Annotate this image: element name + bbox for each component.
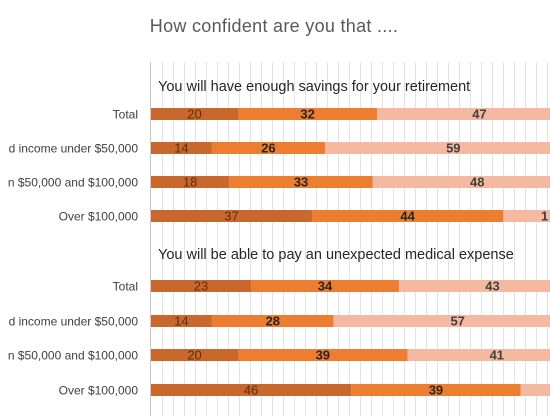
category-label: Over $100,000 xyxy=(59,384,139,398)
chart-group: You will be able to pay an unexpected me… xyxy=(8,247,550,398)
bar-segment xyxy=(407,349,550,361)
data-label: 20 xyxy=(187,348,201,363)
bar-segment xyxy=(520,384,550,396)
data-label: 39 xyxy=(429,383,443,398)
data-label: 1 xyxy=(541,209,548,224)
data-label: 41 xyxy=(490,348,504,363)
bar-segment xyxy=(151,315,212,327)
data-label: 46 xyxy=(244,383,258,398)
bar-segment xyxy=(151,210,312,222)
bar-segment xyxy=(503,210,550,222)
data-label: 37 xyxy=(224,209,238,224)
category-label: Total xyxy=(113,280,138,294)
data-label: 26 xyxy=(261,141,275,156)
bar-segment xyxy=(151,349,238,361)
data-label: 14 xyxy=(174,141,188,156)
category-label: d income under $50,000 xyxy=(9,142,139,156)
bar-segment xyxy=(151,280,252,292)
data-label: 47 xyxy=(472,107,486,122)
bar-segment xyxy=(229,176,373,188)
data-label: 32 xyxy=(300,107,314,122)
bar-segment xyxy=(311,210,504,222)
bar-segment xyxy=(211,315,334,327)
data-label: 14 xyxy=(174,314,188,329)
bar-segment xyxy=(333,315,550,327)
bar-segment xyxy=(151,142,212,154)
category-label: d income under $50,000 xyxy=(9,315,139,329)
bar-segment xyxy=(325,142,550,154)
bar-segment xyxy=(377,108,550,120)
bar-segment xyxy=(372,176,550,188)
bar-segment xyxy=(251,280,399,292)
category-label: n $50,000 and $100,000 xyxy=(8,349,138,363)
data-label: 59 xyxy=(446,141,460,156)
data-label: 39 xyxy=(316,348,330,363)
data-label: 28 xyxy=(266,314,280,329)
chart-title: How confident are you that .... xyxy=(0,16,550,37)
data-label: 44 xyxy=(400,209,415,224)
bar-segment xyxy=(211,142,325,154)
bar-segment xyxy=(151,108,238,120)
chart-groups: You will have enough savings for your re… xyxy=(8,79,550,398)
chart-title-text: How confident are you that .... xyxy=(149,16,399,36)
data-label: 23 xyxy=(194,279,208,294)
data-label: 33 xyxy=(294,175,308,190)
bar-segment xyxy=(238,349,408,361)
data-label: 48 xyxy=(470,175,484,190)
data-label: 18 xyxy=(183,175,197,190)
chart-group: You will have enough savings for your re… xyxy=(8,79,550,224)
bar-segment xyxy=(238,108,378,120)
group-title: You will have enough savings for your re… xyxy=(158,79,470,95)
category-label: Total xyxy=(113,108,138,122)
bar-segment xyxy=(398,280,550,292)
data-label: 43 xyxy=(485,279,499,294)
category-label: Over $100,000 xyxy=(59,210,139,224)
data-label: 20 xyxy=(187,107,201,122)
bar-segment xyxy=(151,176,230,188)
data-label: 34 xyxy=(318,279,333,294)
category-label: n $50,000 and $100,000 xyxy=(8,176,138,190)
bar-segment xyxy=(351,384,521,396)
data-label: 57 xyxy=(450,314,464,329)
bar-segment xyxy=(151,384,352,396)
group-title: You will be able to pay an unexpected me… xyxy=(158,247,514,263)
